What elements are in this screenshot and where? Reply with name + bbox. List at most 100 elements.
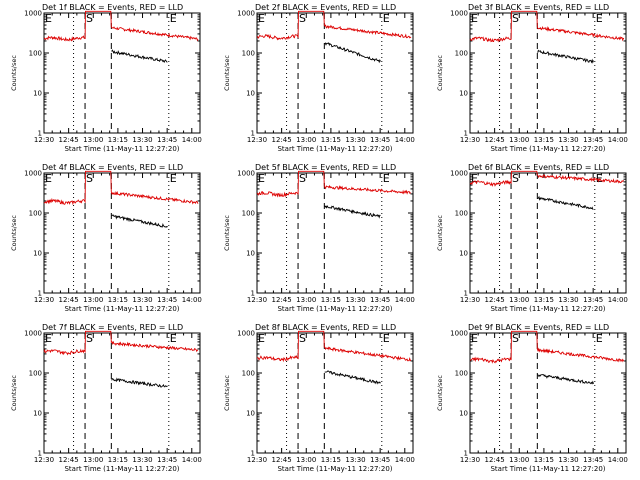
x-tick-label: 13:00 — [509, 456, 529, 464]
y-tick-label: 1 — [38, 130, 42, 138]
event-marker-label: E — [258, 332, 265, 345]
y-tick-label: 10 — [246, 410, 255, 418]
y-tick-label: 100 — [455, 370, 468, 378]
event-marker-label: E — [383, 12, 390, 25]
event-marker-label: S — [512, 332, 519, 345]
x-tick-label: 13:00 — [296, 296, 316, 304]
event-marker-label: E — [383, 332, 390, 345]
y-tick-label: 1000 — [450, 10, 468, 18]
x-tick-label: 13:45 — [157, 456, 177, 464]
events-series-line — [537, 49, 594, 64]
y-tick-label: 10 — [246, 250, 255, 258]
panel-title: Det 3f BLACK = Events, RED = LLD — [468, 3, 609, 12]
x-tick-label: 12:30 — [247, 456, 267, 464]
x-tick-label: 13:15 — [321, 456, 341, 464]
y-axis-label: Counts/sec — [436, 215, 444, 251]
y-tick-label: 1000 — [450, 170, 468, 178]
y-axis-label: Counts/sec — [436, 375, 444, 411]
panel-title: Det 2f BLACK = Events, RED = LLD — [255, 3, 396, 12]
x-tick-label: 13:30 — [345, 136, 365, 144]
y-tick-label: 10 — [459, 410, 468, 418]
lld-series-line — [43, 170, 199, 206]
x-tick-label: 12:45 — [485, 136, 505, 144]
y-tick-label: 100 — [242, 210, 255, 218]
x-tick-label: 13:30 — [132, 136, 152, 144]
y-tick-label: 1 — [251, 130, 255, 138]
x-tick-label: 13:15 — [321, 296, 341, 304]
event-marker-label: S — [86, 332, 93, 345]
x-tick-label: 12:30 — [247, 136, 267, 144]
x-tick-label: 13:45 — [370, 136, 390, 144]
y-tick-label: 1000 — [237, 330, 255, 338]
events-series-line — [324, 205, 381, 219]
event-marker-label: E — [258, 172, 265, 185]
event-marker-label: E — [596, 332, 603, 345]
x-axis-label: Start Time (11-May-11 12:27:20) — [64, 305, 179, 313]
y-tick-label: 1000 — [24, 330, 42, 338]
panel-title: Det 9f BLACK = Events, RED = LLD — [468, 323, 609, 332]
event-marker-label: S — [86, 172, 93, 185]
x-tick-label: 13:15 — [534, 456, 554, 464]
y-tick-label: 100 — [29, 370, 42, 378]
panel-title: Det 4f BLACK = Events, RED = LLD — [42, 163, 183, 172]
y-axis-label: Counts/sec — [10, 375, 18, 411]
x-tick-label: 13:45 — [583, 296, 603, 304]
x-tick-label: 14:00 — [608, 136, 628, 144]
x-tick-label: 13:15 — [108, 456, 128, 464]
x-tick-label: 12:45 — [272, 296, 292, 304]
x-axis-label: Start Time (11-May-11 12:27:20) — [64, 465, 179, 473]
x-tick-label: 13:30 — [345, 296, 365, 304]
x-tick-label: 13:45 — [370, 296, 390, 304]
event-marker-label: E — [170, 172, 177, 185]
event-marker-label: E — [45, 172, 52, 185]
panel-5: Det 5f BLACK = Events, RED = LLD 1 10 100 10… — [223, 163, 415, 313]
event-marker-label: E — [258, 12, 265, 25]
event-marker-label: E — [471, 12, 478, 25]
y-tick-label: 1000 — [237, 170, 255, 178]
y-tick-label: 10 — [459, 250, 468, 258]
x-tick-label: 14:00 — [608, 296, 628, 304]
y-tick-label: 1000 — [450, 330, 468, 338]
y-tick-label: 1000 — [24, 10, 42, 18]
x-tick-label: 14:00 — [395, 296, 415, 304]
panel-6: Det 6f BLACK = Events, RED = LLD 1 10 100 10… — [436, 163, 628, 313]
x-tick-label: 14:00 — [182, 296, 202, 304]
panel-title: Det 1f BLACK = Events, RED = LLD — [42, 3, 183, 12]
y-tick-label: 10 — [459, 90, 468, 98]
panel-9: Det 9f BLACK = Events, RED = LLD 1 10 100 10… — [436, 323, 628, 473]
y-tick-label: 1000 — [237, 10, 255, 18]
event-marker-label: S — [299, 12, 306, 25]
x-tick-label: 14:00 — [608, 456, 628, 464]
y-tick-label: 1 — [251, 450, 255, 458]
x-axis-label: Start Time (11-May-11 12:27:20) — [490, 305, 605, 313]
lld-series-line — [469, 330, 625, 364]
panel-title: Det 6f BLACK = Events, RED = LLD — [468, 163, 609, 172]
y-axis-label: Counts/sec — [10, 215, 18, 251]
x-tick-label: 12:45 — [59, 136, 79, 144]
x-tick-label: 13:00 — [509, 296, 529, 304]
event-marker-label: E — [596, 12, 603, 25]
x-axis-label: Start Time (11-May-11 12:27:20) — [490, 145, 605, 153]
event-marker-label: S — [512, 172, 519, 185]
lld-series-line — [43, 10, 199, 42]
event-marker-label: E — [383, 172, 390, 185]
x-tick-label: 13:15 — [108, 296, 128, 304]
y-axis-label: Counts/sec — [223, 55, 231, 91]
events-series-line — [111, 49, 168, 64]
panel-2: Det 2f BLACK = Events, RED = LLD 1 10 100 10… — [223, 3, 415, 153]
x-tick-label: 12:30 — [460, 296, 480, 304]
panel-3: Det 3f BLACK = Events, RED = LLD 1 10 100 10… — [436, 3, 628, 153]
plot-frame — [256, 332, 414, 454]
y-tick-label: 100 — [242, 370, 255, 378]
x-tick-label: 13:00 — [296, 136, 316, 144]
y-tick-label: 10 — [33, 90, 42, 98]
lld-series-line — [256, 170, 412, 198]
y-axis-label: Counts/sec — [10, 55, 18, 91]
events-series-line — [537, 374, 594, 385]
y-tick-label: 1000 — [24, 170, 42, 178]
x-tick-label: 13:30 — [132, 296, 152, 304]
x-axis-label: Start Time (11-May-11 12:27:20) — [277, 305, 392, 313]
y-tick-label: 10 — [33, 250, 42, 258]
x-tick-label: 13:00 — [296, 456, 316, 464]
y-tick-label: 100 — [29, 210, 42, 218]
